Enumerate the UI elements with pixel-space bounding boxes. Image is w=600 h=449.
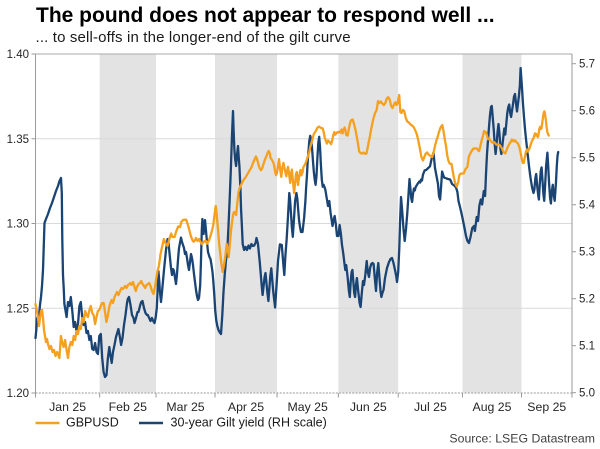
- svg-text:1.35: 1.35: [7, 134, 29, 146]
- svg-text:Feb 25: Feb 25: [109, 400, 147, 414]
- svg-text:Jan 25: Jan 25: [49, 400, 86, 414]
- svg-text:Sep 25: Sep 25: [527, 400, 566, 414]
- svg-text:1.30: 1.30: [7, 219, 29, 231]
- svg-text:30-year Gilt yield (RH scale): 30-year Gilt yield (RH scale): [171, 416, 327, 430]
- svg-text:5.2: 5.2: [579, 294, 595, 306]
- svg-text:Jul 25: Jul 25: [414, 400, 447, 414]
- svg-text:5.7: 5.7: [579, 59, 595, 71]
- svg-text:5.0: 5.0: [579, 388, 595, 400]
- svg-text:5.3: 5.3: [579, 247, 595, 259]
- svg-text:5.5: 5.5: [579, 153, 595, 165]
- svg-text:5.4: 5.4: [579, 200, 596, 212]
- svg-text:The pound does not appear to r: The pound does not appear to respond wel…: [36, 4, 495, 27]
- svg-text:1.25: 1.25: [7, 303, 29, 315]
- svg-text:Mar 25: Mar 25: [166, 400, 204, 414]
- svg-text:1.20: 1.20: [7, 388, 29, 400]
- svg-text:Apr 25: Apr 25: [228, 400, 264, 414]
- svg-text:... to sell-offs in the longer: ... to sell-offs in the longer-end of th…: [36, 29, 351, 46]
- svg-text:May 25: May 25: [288, 400, 328, 414]
- svg-text:5.1: 5.1: [579, 341, 595, 353]
- svg-text:5.6: 5.6: [579, 106, 595, 118]
- svg-text:Aug 25: Aug 25: [473, 400, 512, 414]
- svg-text:1.40: 1.40: [7, 49, 29, 61]
- svg-text:Source: LSEG Datastream: Source: LSEG Datastream: [449, 432, 595, 446]
- svg-text:GBPUSD: GBPUSD: [66, 416, 119, 430]
- svg-text:Jun 25: Jun 25: [350, 400, 387, 414]
